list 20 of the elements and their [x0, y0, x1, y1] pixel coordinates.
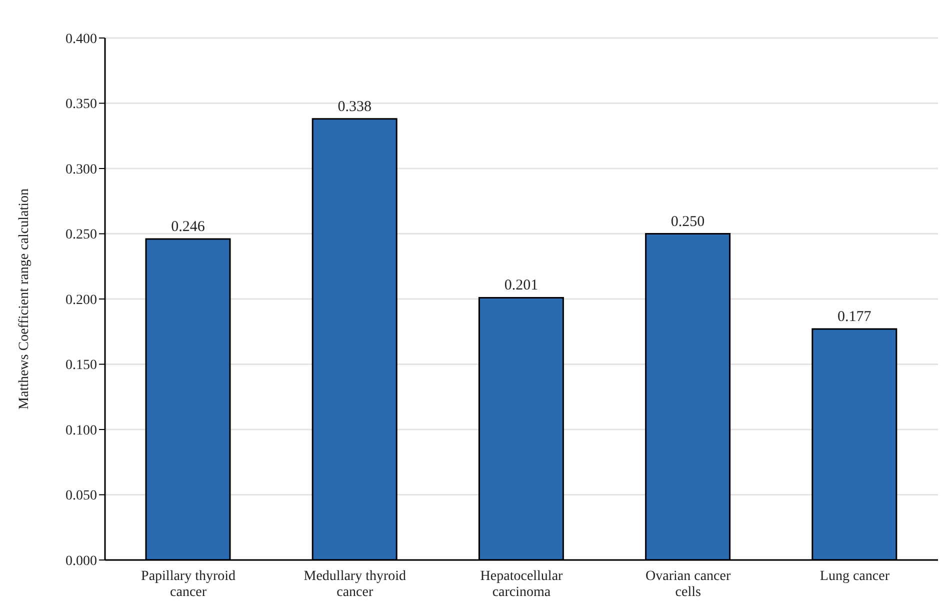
y-tick-label: 0.350	[66, 97, 97, 112]
data-label: 0.177	[838, 309, 872, 326]
data-label: 0.246	[171, 218, 206, 235]
data-label: 0.201	[504, 278, 538, 294]
y-tick-label: 0.000	[66, 554, 97, 569]
x-tick-label: Lung cancer	[820, 569, 890, 584]
y-tick-label: 0.050	[66, 488, 97, 504]
y-tick-label: 0.400	[66, 32, 97, 47]
x-tick-label: Papillary thyroid cancer	[141, 569, 236, 600]
y-tick-label: 0.150	[66, 358, 97, 374]
y-tick-label: 0.300	[66, 162, 97, 178]
data-label: 0.338	[338, 98, 372, 115]
y-tick-label: 0.100	[66, 423, 97, 438]
x-tick-label: Medullary thyroid cancer	[304, 569, 406, 600]
x-tick-label: Ovarian cancer cells	[646, 569, 731, 600]
x-tick-label: Hepatocellular carcinoma	[480, 569, 564, 600]
y-tick-label: 0.200	[66, 292, 97, 308]
y-axis-title: Matthews Coefficient range calculation	[16, 188, 32, 410]
data-label: 0.250	[670, 214, 705, 230]
y-tick-label: 0.250	[66, 228, 97, 243]
